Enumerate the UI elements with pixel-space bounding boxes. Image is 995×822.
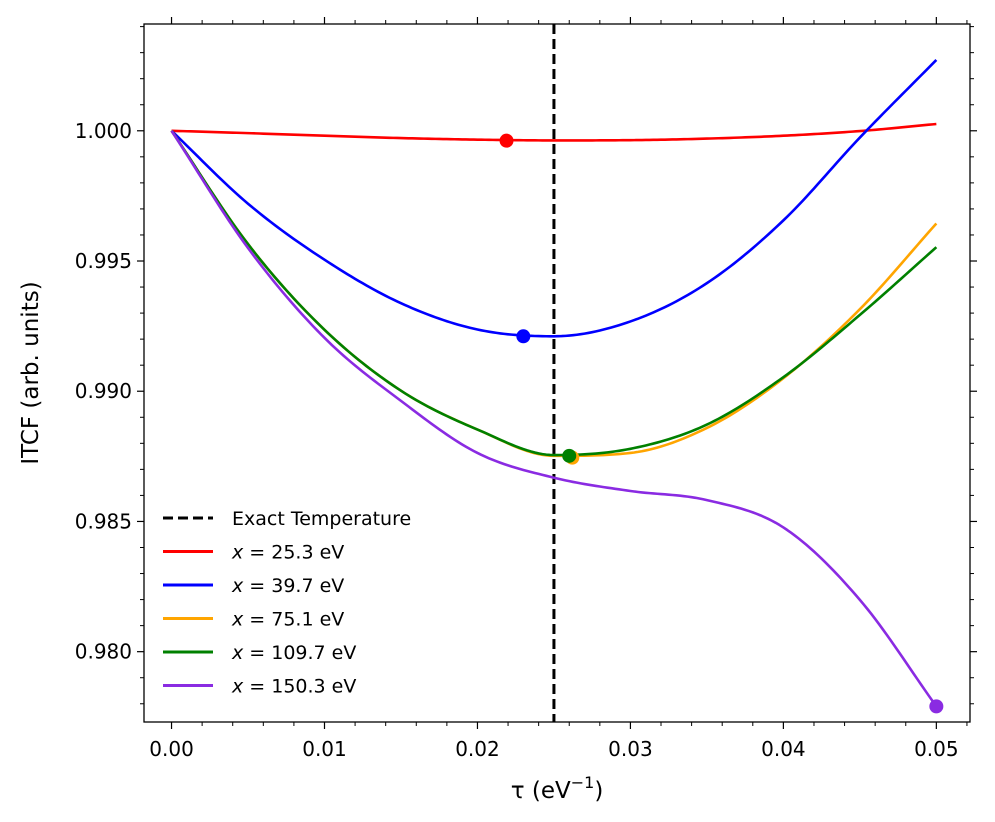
x-axis-label-tail: ) [594,778,603,804]
y-tick-label: 0.995 [75,249,132,273]
legend-label-5: x = 150.3 eV [231,676,356,698]
x-tick-label: 0.02 [455,737,500,761]
series-line-1 [171,122,937,142]
x-axis-label-main: τ (eV [511,778,571,804]
axes-frame [143,23,971,723]
axis-ticks: 0.00 0.01 0.02 0.03 0.04 0.05 0.980 0.985 0.990 0… [75,17,977,761]
plot-area [170,24,944,722]
x-tick-label: 0.01 [302,737,347,761]
y-tick-label: 1.000 [75,119,132,143]
legend-label-4: x = 109.7 eV [231,642,356,664]
series-marker-1 [499,133,514,148]
series-marker-2 [516,329,531,344]
x-tick-label: 0.05 [914,737,959,761]
legend-label-2: x = 39.7 eV [231,575,344,597]
series-line-2 [170,59,938,338]
series-marker-4 [562,448,577,463]
x-tick-label: 0.00 [149,737,194,761]
x-axis-label: τ (eV−1) [511,773,604,804]
x-axis-label-superscript: −1 [571,773,595,792]
series-line-4 [170,130,938,457]
x-tick-label: 0.03 [608,737,653,761]
legend-label-exact-temperature: Exact Temperature [232,508,411,530]
y-axis-label: ITCF (arb. units) [18,281,44,464]
legend-label-3: x = 75.1 eV [231,609,344,631]
series-marker-5 [929,699,944,714]
y-tick-label: 0.980 [75,640,132,664]
series-line-5 [170,130,938,708]
legend: Exact Temperature x = 25.3 eV x = 39.7 eV x… [163,508,411,698]
y-tick-label: 0.990 [75,379,132,403]
y-tick-label: 0.985 [75,509,132,533]
legend-label-1: x = 25.3 eV [231,542,344,564]
x-tick-label: 0.04 [761,737,806,761]
